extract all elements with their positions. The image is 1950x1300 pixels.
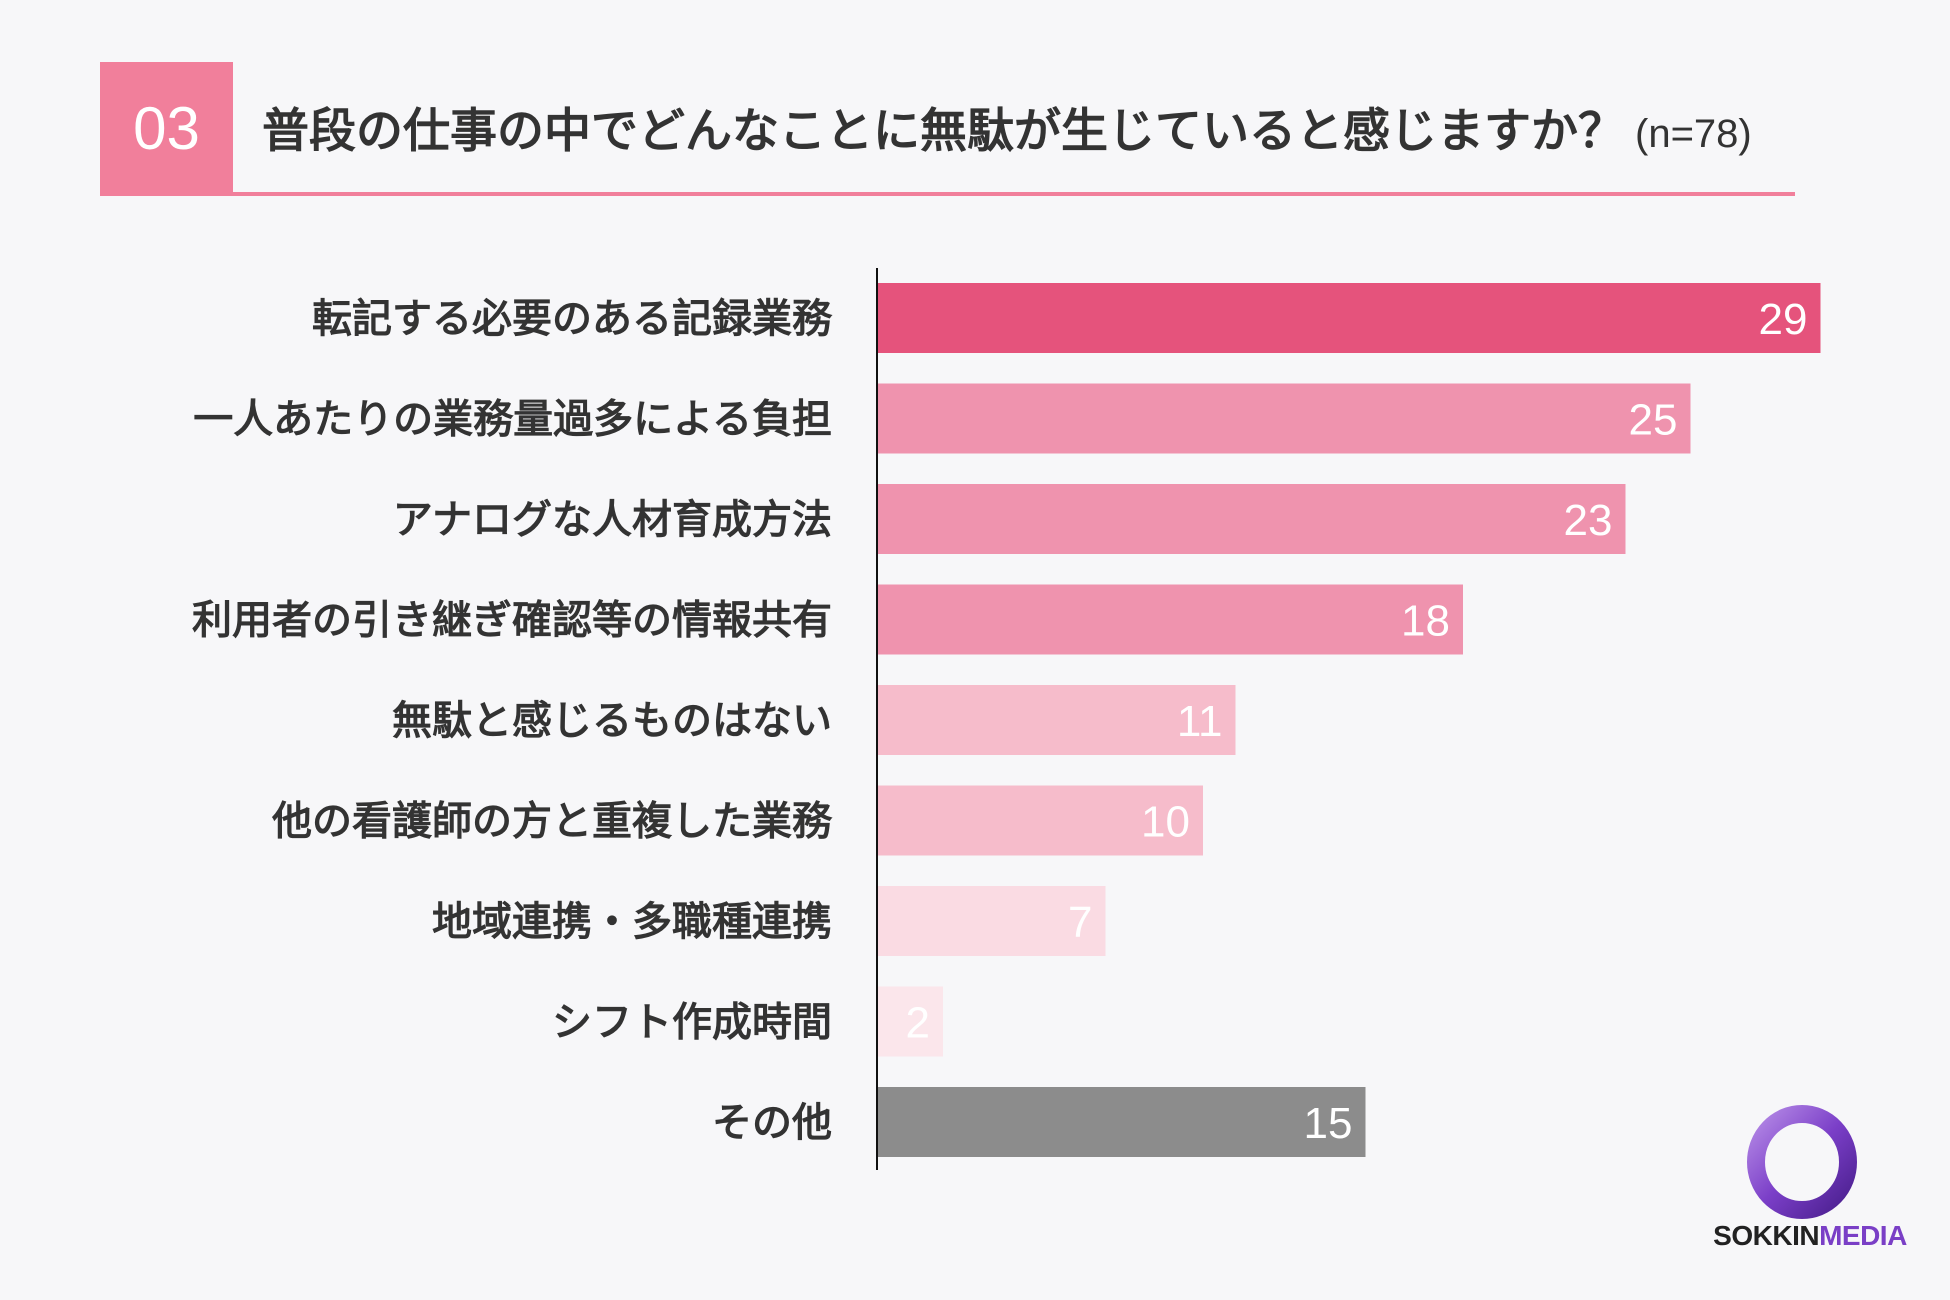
value-label: 2 bbox=[906, 999, 930, 1048]
value-label: 23 bbox=[1564, 496, 1613, 545]
question-number: 03 bbox=[133, 94, 200, 162]
category-label: 転記する必要のある記録業務 bbox=[312, 296, 833, 342]
category-label: アナログな人材育成方法 bbox=[393, 497, 832, 543]
brand-logo: SOKKINMEDIA bbox=[1690, 1100, 1930, 1260]
category-label: 地域連携・多職種連携 bbox=[432, 899, 832, 945]
question-number-badge: 03 bbox=[100, 62, 233, 194]
brand-name-part1: SOKKIN bbox=[1713, 1220, 1820, 1251]
brand-name: SOKKINMEDIA bbox=[1690, 1220, 1930, 1252]
question-title: 普段の仕事の中でどんなことに無駄が生じていると感じますか？ (n=78) bbox=[262, 92, 1752, 162]
bar-2 bbox=[878, 383, 1691, 454]
brand-name-part2: MEDIA bbox=[1819, 1220, 1907, 1251]
sample-size: (n=78) bbox=[1635, 112, 1752, 156]
value-label: 11 bbox=[1177, 697, 1223, 746]
value-label: 10 bbox=[1141, 798, 1190, 847]
bar-1 bbox=[878, 283, 1821, 353]
bar-6 bbox=[878, 785, 1203, 856]
bar-3 bbox=[878, 484, 1626, 554]
bar-8 bbox=[878, 986, 943, 1057]
bar-5 bbox=[878, 685, 1236, 755]
question-text: 普段の仕事の中でどんなことに無駄が生じていると感じますか？ bbox=[262, 104, 1625, 159]
bar-4 bbox=[878, 584, 1463, 655]
category-label: その他 bbox=[712, 1100, 832, 1146]
value-label: 25 bbox=[1629, 396, 1678, 445]
category-label: 利用者の引き継ぎ確認等の情報共有 bbox=[192, 598, 832, 644]
bar-9 bbox=[878, 1087, 1366, 1157]
category-label: 無駄と感じるものはない bbox=[392, 698, 832, 744]
ring-logo-icon bbox=[1747, 1105, 1857, 1219]
value-label: 7 bbox=[1068, 898, 1092, 947]
category-label: シフト作成時間 bbox=[552, 1000, 832, 1046]
category-label: 他の看護師の方と重複した業務 bbox=[271, 799, 833, 845]
value-label: 18 bbox=[1401, 597, 1450, 646]
header-divider bbox=[100, 192, 1795, 196]
bar-7 bbox=[878, 886, 1106, 956]
value-label: 29 bbox=[1759, 295, 1808, 344]
value-label: 15 bbox=[1304, 1099, 1353, 1148]
category-label: 一人あたりの業務量過多による負担 bbox=[193, 397, 832, 443]
